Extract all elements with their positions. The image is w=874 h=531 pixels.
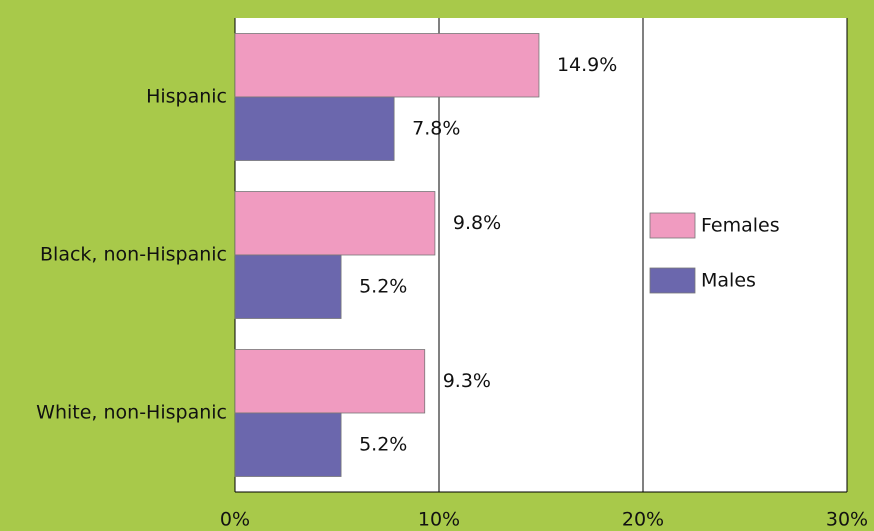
x-tick-label: 30% — [826, 509, 868, 531]
data-label: 5.2% — [359, 433, 407, 455]
y-tick-label: Hispanic — [146, 86, 227, 108]
bar — [234, 96, 395, 161]
y-tick-label: Black, non-Hispanic — [40, 244, 227, 266]
bar — [234, 412, 342, 477]
bar — [234, 33, 540, 98]
data-label: 5.2% — [359, 275, 407, 297]
legend-label: Females — [701, 215, 780, 237]
bar — [234, 191, 436, 256]
x-tick-label: 10% — [418, 509, 460, 531]
legend-swatch — [649, 267, 696, 294]
bar — [234, 254, 342, 319]
data-label: 9.8% — [453, 212, 501, 234]
x-tick-label: 20% — [622, 509, 664, 531]
data-label: 7.8% — [412, 117, 460, 139]
y-tick-label: White, non-Hispanic — [36, 402, 227, 424]
data-label: 14.9% — [557, 54, 617, 76]
bar — [234, 349, 426, 414]
x-tick-label: 0% — [220, 509, 250, 531]
data-label: 9.3% — [443, 370, 491, 392]
legend-label: Males — [701, 270, 756, 292]
legend-swatch — [649, 212, 696, 239]
